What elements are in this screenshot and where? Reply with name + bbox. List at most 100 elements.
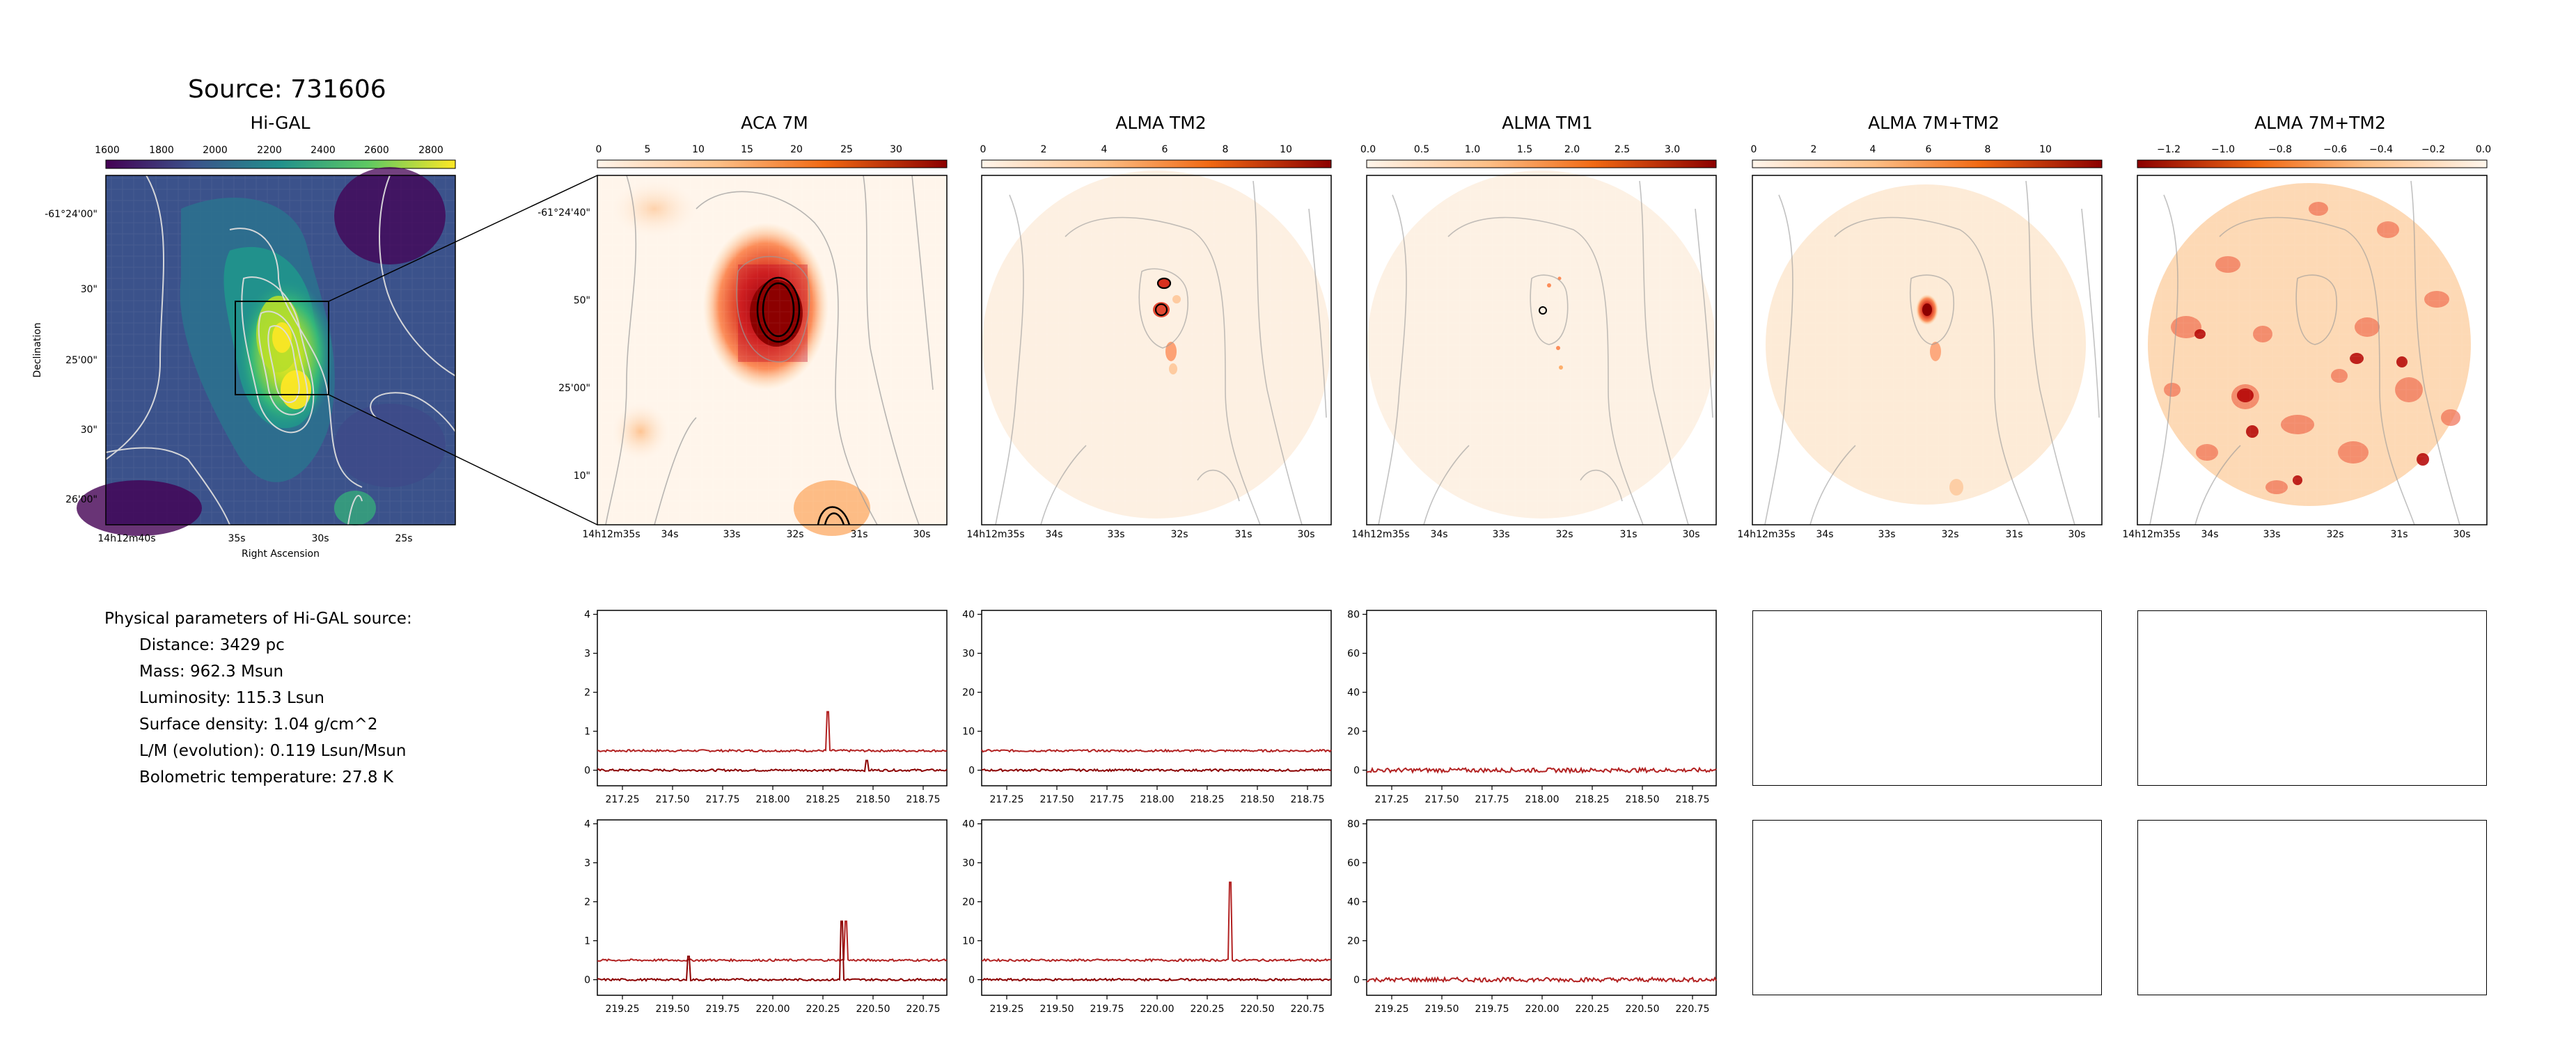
y-tick-label: 40 [1347, 688, 1360, 699]
spectra-figure: 0 1 2 3 4 217.25 217.50 217.75 218.00 218.25 218.5… [584, 610, 1717, 1015]
spectrum-line [597, 920, 948, 963]
cb-tick: 0 [980, 144, 987, 155]
zoom-connector-bottom [328, 394, 598, 525]
y-tick-label: 20 [1347, 727, 1360, 738]
ra-tick: 31s [850, 529, 867, 540]
ra-tick: 32s [1555, 529, 1573, 540]
x-tick-label: 217.50 [1425, 794, 1459, 805]
ra-tick: 30s [2453, 529, 2470, 540]
cb-tick: −0.8 [2268, 144, 2292, 155]
ra-tick: 14h12m35s [1351, 529, 1409, 540]
empty-spectrum-panel [1752, 820, 2102, 995]
y-tick-label: 10 [962, 727, 975, 738]
ra-tick: 30s [913, 529, 930, 540]
empty-spectrum-panel [1752, 610, 2102, 786]
x-tick-label: 220.00 [756, 1004, 790, 1015]
ra-tick: 33s [1492, 529, 1509, 540]
panel-title-tm2: ALMA TM2 [1115, 113, 1207, 133]
map-alma-7m-tm2-diff [2137, 175, 2488, 525]
higal-title: Hi-GAL [250, 113, 311, 133]
cb-tick: 0 [1751, 144, 1757, 155]
ra-tick: 32s [2326, 529, 2343, 540]
panel-title-7m-tm2-diff: ALMA 7M+TM2 [2254, 113, 2386, 133]
x-tick-label: 219.75 [706, 1004, 740, 1015]
ra-tick: 34s [1430, 529, 1447, 540]
x-tick-label: 217.50 [656, 794, 690, 805]
spectrum-line [597, 759, 948, 773]
cb-tick: −0.4 [2369, 144, 2393, 155]
x-tick-label: 219.25 [990, 1004, 1024, 1015]
x-tick-label: 217.75 [1475, 794, 1509, 805]
higal-dec-tick: 30" [81, 284, 97, 295]
cb-tick: 10 [2039, 144, 2052, 155]
higal-ra-tick: 14h12m40s [97, 533, 155, 544]
y-tick-label: 40 [962, 819, 975, 830]
x-tick-label: 219.25 [1375, 1004, 1409, 1015]
y-tick-label: 20 [962, 897, 975, 908]
x-tick-label: 217.25 [1375, 794, 1409, 805]
ra-tick: 31s [2390, 529, 2408, 540]
higal-cb-tick: 1800 [149, 145, 174, 156]
map-alma-tm2 [981, 171, 1332, 525]
cb-tick: 1.5 [1517, 144, 1532, 155]
spectrum-frame [597, 819, 948, 996]
x-tick-label: 219.25 [606, 1004, 640, 1015]
dec-tick: 50" [574, 295, 590, 306]
zoom-ra-ticks: 14h12m35s 34s 33s 32s 31s 30s 14h12m35s … [582, 529, 2470, 540]
ra-tick: 34s [1816, 529, 1833, 540]
y-tick-label: 4 [584, 610, 590, 621]
ra-tick: 14h12m35s [966, 529, 1024, 540]
panel-title-aca7m: ACA 7M [741, 113, 808, 133]
ra-tick: 31s [2005, 529, 2023, 540]
map-aca7m [597, 175, 948, 536]
y-tick-label: 3 [584, 858, 590, 869]
higal-map [77, 167, 456, 536]
x-tick-label: 220.00 [1525, 1004, 1560, 1015]
cb-tick: 2 [1041, 144, 1047, 155]
param-luminosity: Luminosity: 115.3 Lsun [139, 689, 324, 707]
y-tick-label: 80 [1347, 819, 1360, 830]
dec-tick: 25'00" [558, 383, 590, 394]
spectrum-line [981, 768, 1332, 773]
y-tick-label: 2 [584, 897, 590, 908]
x-tick-label: 217.50 [1040, 794, 1074, 805]
x-tick-label: 218.25 [806, 794, 840, 805]
cb-tick: 0.0 [2476, 144, 2491, 155]
cb-tick: 0.0 [1360, 144, 1376, 155]
map-alma-7m-tm2 [1752, 175, 2103, 525]
ra-tick: 31s [1234, 529, 1252, 540]
x-tick-label: 220.25 [806, 1004, 840, 1015]
higal-cb-tick: 2000 [203, 145, 228, 156]
higal-dec-tick: 26'00" [65, 494, 97, 505]
ra-tick: 33s [1107, 529, 1124, 540]
spectrum-line [597, 920, 948, 982]
ra-tick: 33s [723, 529, 740, 540]
y-tick-label: 2 [584, 688, 590, 699]
x-tick-label: 219.50 [1040, 1004, 1074, 1015]
param-mass: Mass: 962.3 Msun [139, 663, 284, 681]
ra-tick: 30s [1297, 529, 1314, 540]
cb-tick: 2.5 [1615, 144, 1630, 155]
x-tick-label: 218.75 [1676, 794, 1710, 805]
empty-spectrum-panel [2137, 820, 2487, 995]
x-tick-label: 218.25 [1576, 794, 1610, 805]
y-tick-label: 30 [962, 858, 975, 869]
x-tick-label: 218.00 [1140, 794, 1175, 805]
cb-tick: −0.2 [2421, 144, 2445, 155]
cb-tick: 4 [1101, 144, 1108, 155]
y-tick-label: 30 [962, 649, 975, 660]
param-surface-density: Surface density: 1.04 g/cm^2 [139, 715, 378, 734]
ra-tick: 14h12m35s [2122, 529, 2180, 540]
higal-ra-tick: 35s [228, 533, 245, 544]
ra-tick: 31s [1619, 529, 1637, 540]
cb-tick: 1.0 [1465, 144, 1480, 155]
cb-tick: 3.0 [1665, 144, 1680, 155]
cb-tick: 0 [596, 144, 602, 155]
cb-tick: 25 [840, 144, 853, 155]
spectrum-frame [981, 819, 1332, 996]
zoom-dec-ticks: -61°24'40" 50" 25'00" 10" [537, 207, 590, 482]
y-tick-label: 0 [584, 766, 590, 777]
x-tick-label: 218.25 [1191, 794, 1225, 805]
spectrum-line [982, 977, 1332, 982]
spectrum-line [981, 748, 1332, 753]
